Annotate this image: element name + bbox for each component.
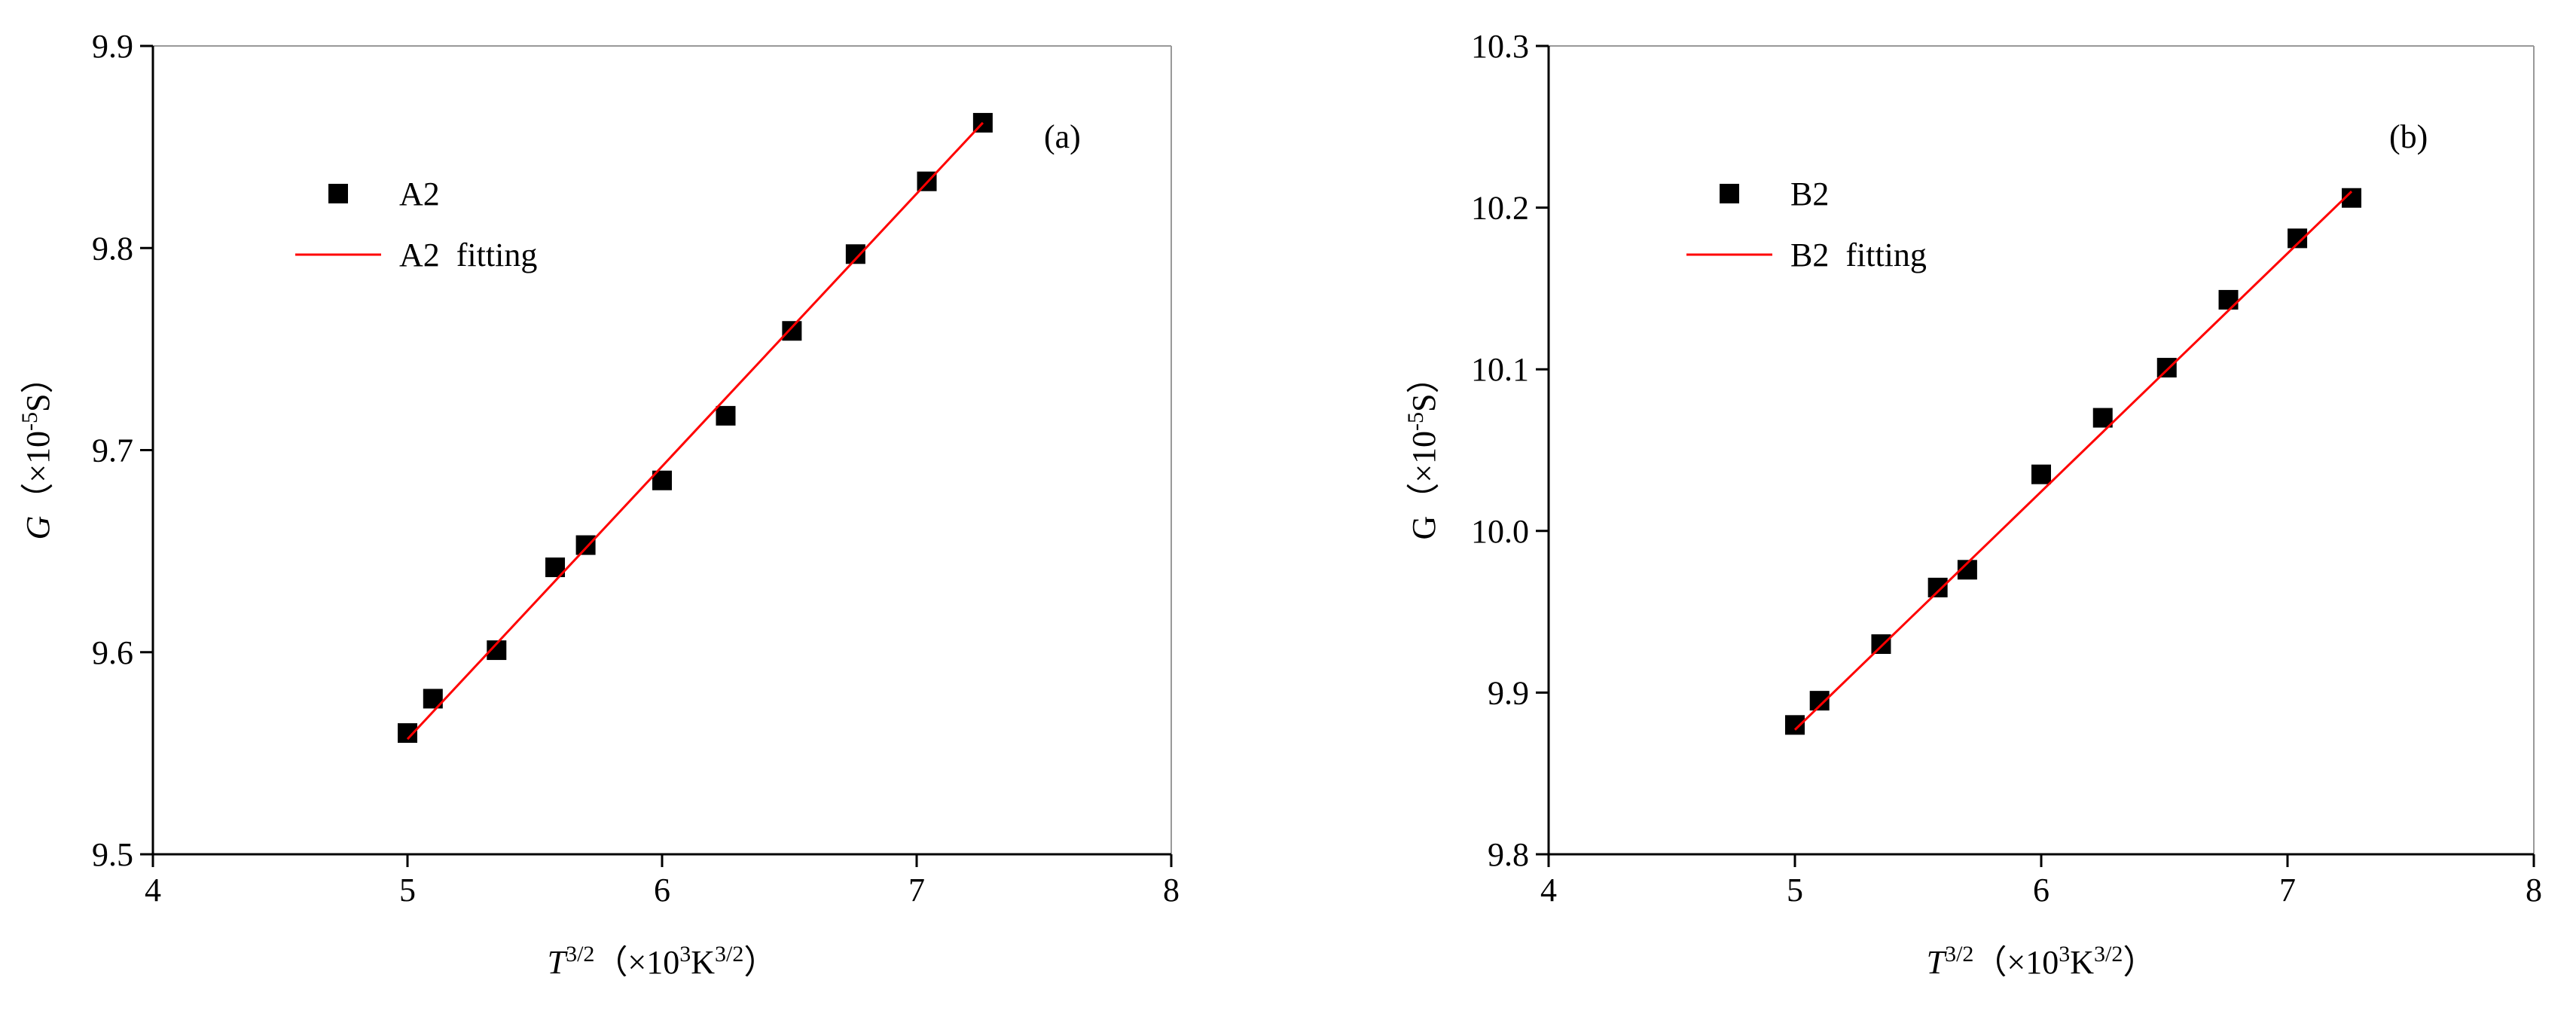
x-axis-label-part: T [1927,944,1948,981]
x-axis-label-part: 3/2 [2094,942,2123,967]
legend-marker [328,184,348,203]
y-axis-label-part: S） [20,360,56,411]
y-axis-label: G（×10-5S） [17,360,57,539]
x-tick-label: 8 [1163,872,1180,909]
y-tick-label: 9.7 [92,432,133,469]
x-axis-label-part: 3/2 [1945,942,1973,967]
data-point [2031,464,2051,484]
data-point [845,244,865,264]
y-tick-label: 9.8 [92,230,133,267]
y-tick-label: 9.8 [1488,836,1529,873]
data-point [575,535,596,555]
x-axis-label-part: K [2070,944,2094,981]
x-axis-label-part: （×10 [594,944,679,981]
x-axis-label-part: 3/2 [715,942,743,967]
x-axis-label-part: T [548,944,569,981]
data-point [1785,715,1805,735]
x-tick-label: 4 [145,872,161,909]
x-tick-label: 5 [1787,872,1803,909]
y-axis-label-part: -5 [17,412,42,431]
legend-label: A2 fitting [399,237,537,273]
y-tick-label: 10.2 [1471,190,1529,227]
y-tick-label: 9.5 [92,836,133,873]
annotation: (a) [1044,118,1081,155]
y-tick-label: 10.3 [1471,28,1529,65]
legend-label: B2 [1790,176,1829,212]
y-axis-label: G（×10-5S） [1403,360,1443,539]
y-axis-label-part: （×10 [20,431,56,516]
y-tick-label: 9.9 [92,28,133,65]
y-tick-label: 9.9 [1488,674,1529,711]
x-axis-label-part: K [691,944,715,981]
y-axis-label-part: （×10 [1406,431,1442,516]
data-point [716,405,736,426]
y-axis-label-part: -5 [1403,412,1428,431]
y-axis-label-part: S） [1406,360,1442,411]
fit-line [1793,191,2353,731]
x-axis-label-part: 3 [679,942,691,967]
y-tick-label: 9.6 [92,634,133,671]
x-axis-label: T3/2（×103K3/2） [548,942,777,982]
y-tick-label: 10.0 [1471,513,1529,550]
legend-marker [1720,184,1739,203]
x-tick-label: 6 [2033,872,2050,909]
x-axis-label-part: 3 [2059,942,2070,967]
x-tick-label: 5 [399,872,416,909]
legend-label: B2 fitting [1790,237,1927,273]
x-tick-label: 8 [2526,872,2542,909]
legend-label: A2 [399,176,440,212]
x-tick-label: 6 [654,872,670,909]
x-axis-label-part: （×10 [1973,944,2059,981]
x-axis-label: T3/2（×103K3/2） [1927,942,2156,982]
x-axis-label-part: 3/2 [566,942,594,967]
fit-line [406,121,984,741]
chart: 4 5 6 7 89.89.910.010.110.210.3T3/2（×103K3/2… [1403,28,2543,981]
y-axis-label-part: G [20,516,56,540]
data-point [2218,289,2239,310]
annotation: (b) [2389,118,2428,155]
y-axis-label-part: G [1406,516,1442,540]
data-point [1871,634,1891,655]
chart: 4 5 6 7 89.59.69.79.89.9T3/2（×103K3/2）G（×10-… [17,28,1180,981]
data-point [782,321,802,341]
x-axis-label-part: ） [743,944,777,981]
data-point [1927,577,1948,597]
x-tick-label: 7 [908,872,925,909]
data-point [2156,358,2177,378]
y-tick-label: 10.1 [1471,351,1529,388]
x-tick-label: 7 [2279,872,2296,909]
x-tick-label: 4 [1540,872,1557,909]
x-axis-label-part: ） [2123,944,2156,981]
